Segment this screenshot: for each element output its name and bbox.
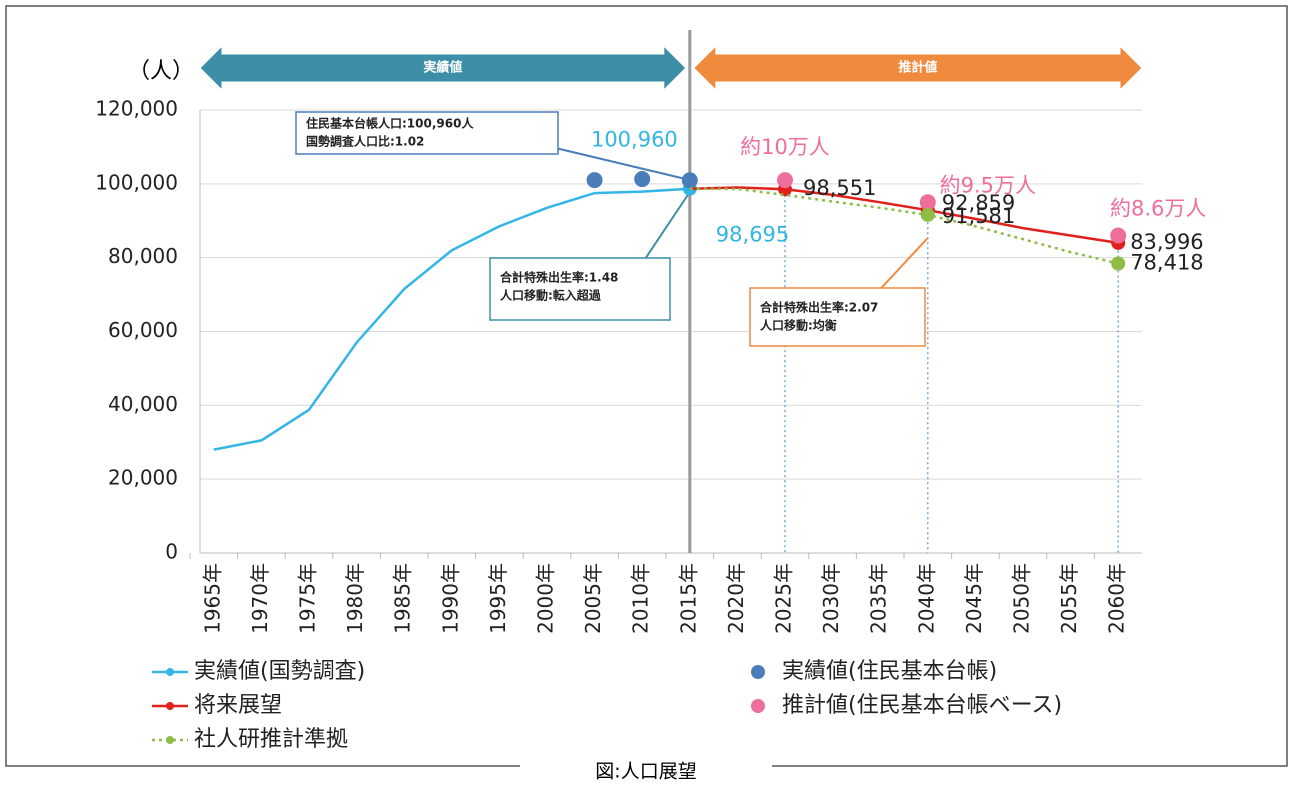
annotation-box [489, 257, 671, 321]
x-tick-label: 1965年 [200, 563, 224, 634]
x-tick-label: 2045年 [962, 563, 986, 634]
x-tick-label: 2055年 [1057, 563, 1081, 634]
y-unit: （人） [128, 59, 194, 84]
x-tick-label: 1980年 [343, 563, 367, 634]
x-tick-label: 1995年 [486, 563, 510, 634]
value-label: 約9.5万人 [940, 173, 1036, 197]
caption-bg [520, 760, 772, 782]
y-tick-label: 20,000 [108, 466, 178, 490]
annotation-text: 住民基本台帳人口:100,960人 [306, 116, 474, 131]
value-label: 92,859 [942, 191, 1015, 215]
value-label: 83,996 [1130, 230, 1203, 254]
caption: 図:人口展望 [595, 761, 696, 783]
y-tick-label: 60,000 [108, 318, 178, 342]
y-tick-label: 80,000 [108, 244, 178, 268]
y-tick-label: 100,000 [95, 170, 178, 194]
y-tick-label: 40,000 [108, 392, 178, 416]
series-marker [920, 207, 935, 222]
period-arrow [693, 44, 1143, 92]
x-tick-label: 2000年 [534, 563, 558, 634]
annotation-text: 合計特殊出生率:2.07 [760, 300, 878, 315]
frame [5, 5, 1288, 767]
y-tick-label: 120,000 [95, 97, 178, 121]
legend-label: 実績値(国勢調査) [194, 659, 365, 684]
period-label: 実績値 [423, 60, 462, 76]
legend-label: 将来展望 [194, 693, 282, 718]
legend-label: 社人研推計準拠 [194, 727, 348, 752]
x-tick-label: 2005年 [581, 563, 605, 634]
annotation-text: 国勢調査人口比:1.02 [306, 134, 424, 149]
value-label: 91,581 [942, 204, 1015, 228]
x-tick-label: 2025年 [772, 563, 796, 634]
scatter-point [919, 194, 936, 211]
x-tick-label: 2020年 [724, 563, 748, 634]
value-label: 78,418 [1130, 251, 1203, 275]
period-label: 推計値 [898, 60, 937, 76]
x-tick-label: 2030年 [819, 563, 843, 634]
legend-marker [166, 668, 174, 676]
series-line [213, 187, 690, 451]
series-line [689, 186, 1119, 245]
x-tick-label: 1970年 [248, 563, 272, 634]
x-tick-label: 2015年 [676, 563, 700, 634]
series-marker [1111, 256, 1126, 271]
x-tick-label: 2040年 [914, 563, 938, 634]
series-line [689, 187, 1119, 265]
value-label: 98,695 [716, 223, 789, 247]
value-label: 約10万人 [740, 135, 830, 159]
x-tick-label: 1985年 [391, 563, 415, 634]
legend-marker [166, 736, 174, 744]
x-tick-label: 2050年 [1010, 563, 1034, 634]
x-tick-label: 2060年 [1105, 563, 1129, 634]
x-tick-label: 2035年 [867, 563, 891, 634]
annotation-text: 合計特殊出生率:1.48 [500, 270, 618, 285]
x-tick-label: 1975年 [296, 563, 320, 634]
legend-marker [751, 699, 765, 713]
x-tick-label: 2010年 [629, 563, 653, 634]
legend-marker [166, 702, 174, 710]
value-label: 約8.6万人 [1110, 197, 1206, 221]
scatter-point [634, 171, 651, 188]
value-label: 100,960 [591, 127, 678, 151]
annotation-pointer [880, 237, 929, 289]
legend-marker [751, 665, 765, 679]
annotation-box [749, 287, 926, 347]
annotation-text: 人口移動:転入超過 [500, 288, 602, 303]
scatter-point [586, 172, 603, 189]
legend-label: 実績値(住民基本台帳) [782, 659, 997, 684]
scatter-point [681, 172, 698, 189]
scatter-point [777, 172, 793, 189]
x-tick-label: 1990年 [438, 563, 462, 634]
period-arrow [199, 44, 687, 92]
legend-label: 推計値(住民基本台帳ベース) [782, 693, 1062, 718]
annotation-text: 人口移動:均衡 [760, 318, 837, 333]
y-tick-label: 0 [165, 540, 178, 564]
scatter-point [1110, 227, 1127, 244]
annotation-box [295, 111, 559, 155]
value-label: 98,551 [803, 176, 876, 200]
